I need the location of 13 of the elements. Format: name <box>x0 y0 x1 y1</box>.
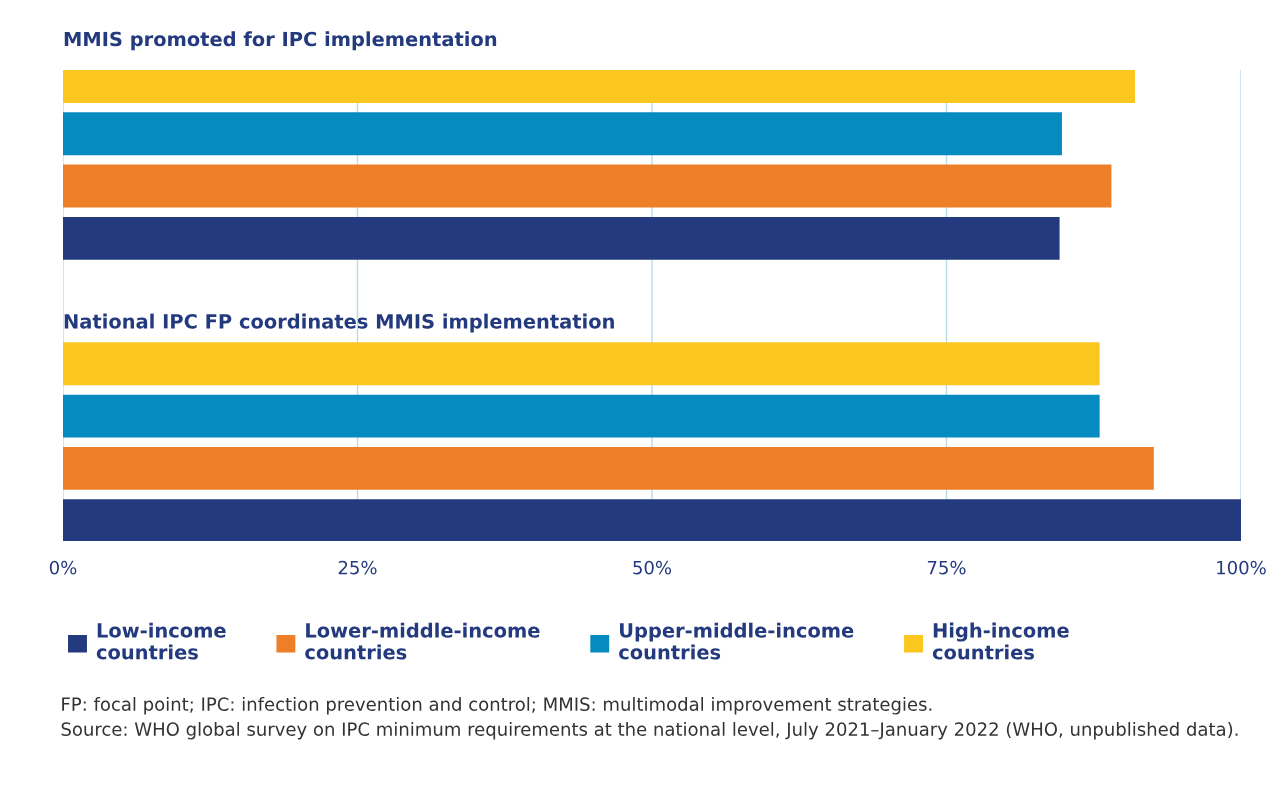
legend-label: Upper-middle-income countries <box>619 622 854 660</box>
y-tick-label: MMIS promoted for IPC implementation <box>64 31 497 51</box>
x-tick-label: 100% <box>1217 560 1266 575</box>
text: FP: focal point; IPC: infection prevention and control; MMIS: multimodal improvement strategies. <box>62 697 932 715</box>
legend-label: Lower-middle-income countries <box>305 622 540 660</box>
legend-label: High-income countries <box>932 622 1069 660</box>
y-tick-label: National IPC FP coordinates MMIS implementation <box>64 313 614 333</box>
x-tick-label: 75% <box>927 560 966 575</box>
legend-label: Low-income countries <box>96 622 226 660</box>
source-note: Source: WHO global survey on IPC minimum requirements at the national level, July 2021–January 2022 (WHO, unpublished data). <box>61 722 1238 740</box>
x-tick-label: 25% <box>338 560 377 575</box>
x-tick-label: 50% <box>633 560 672 575</box>
x-tick-label: 0% <box>49 560 77 575</box>
